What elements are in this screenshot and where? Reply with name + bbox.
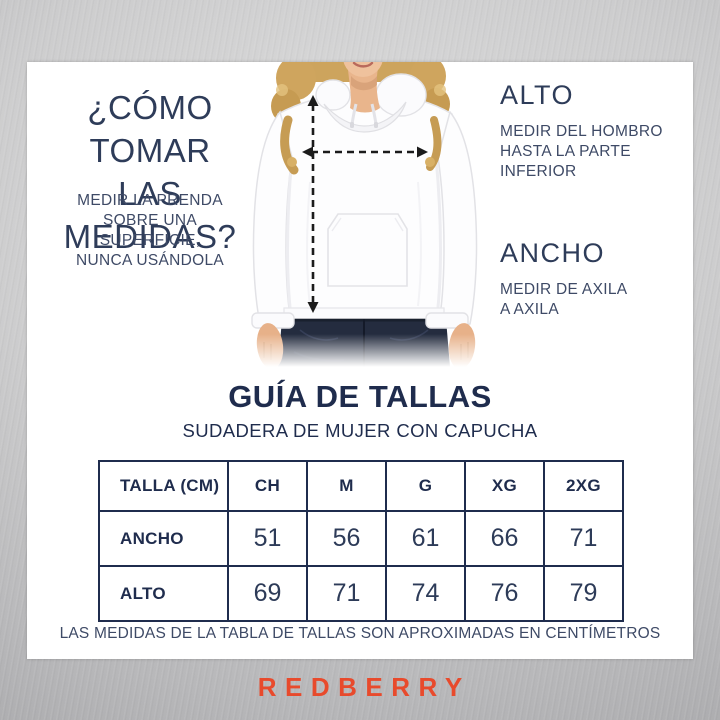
size-table-row-label: ANCHO: [98, 510, 229, 567]
measure-alto: ALTO MEDIR DEL HOMBRO HASTA LA PARTE INF…: [500, 79, 685, 182]
size-table-cell: 66: [464, 510, 545, 567]
size-table-cell: 51: [227, 510, 308, 567]
size-table-header-cell: M: [306, 460, 387, 512]
photo-fade: [240, 334, 480, 367]
size-table: TALLA (CM) CH M G XG 2XG ANCHO 51 56 61 …: [98, 460, 624, 622]
size-table-cell: 56: [306, 510, 387, 567]
model-photo: [240, 62, 480, 367]
size-table-footnote: LAS MEDIDAS DE LA TABLA DE TALLAS SON AP…: [59, 625, 661, 642]
alto-desc-line: MEDIR DEL HOMBRO: [500, 123, 663, 140]
ancho-title: ANCHO: [500, 238, 606, 268]
content-card: ¿CÓMO TOMAR LAS MEDIDAS? MEDIR LA PRENDA…: [27, 62, 693, 659]
hood-drawstrings: [350, 103, 378, 128]
how-to-note-line: NUNCA USÁNDOLA: [75, 252, 225, 269]
alto-description: MEDIR DEL HOMBRO HASTA LA PARTE INFERIOR: [500, 122, 685, 182]
size-table-header-cell: TALLA (CM): [98, 460, 229, 512]
ancho-desc-line: A AXILA: [500, 301, 559, 318]
size-table-header-cell: XG: [464, 460, 545, 512]
how-to-title-line2: LAS MEDIDAS?: [63, 175, 237, 255]
size-table-row-label: ALTO: [98, 565, 229, 622]
measure-ancho: ANCHO MEDIR DE AXILA A AXILA: [500, 237, 685, 320]
size-table-cell: 74: [385, 565, 466, 622]
kangaroo-pocket: [327, 213, 408, 287]
size-table-row-alto: ALTO 69 71 74 76 79: [98, 565, 624, 622]
size-guide-title: GUÍA DE TALLAS: [228, 379, 492, 414]
how-to-note-line: MEDIR LA PRENDA: [77, 192, 223, 209]
hood-left: [315, 79, 351, 111]
how-to-note-line: SUPERFICIE,: [99, 232, 201, 249]
size-table-header-cell: 2XG: [543, 460, 624, 512]
mouth: [352, 62, 374, 68]
size-table-cell: 69: [227, 565, 308, 622]
height-arrow: [307, 95, 319, 313]
hem-band: [283, 307, 445, 320]
how-to-note-line: SOBRE UNA: [103, 212, 197, 229]
size-guide-subtitle: SUDADERA DE MUJER CON CAPUCHA: [182, 420, 538, 441]
how-to-title-line1: ¿CÓMO TOMAR: [87, 89, 213, 169]
face: [343, 62, 383, 113]
width-arrow: [302, 146, 428, 158]
ancho-desc-line: MEDIR DE AXILA: [500, 281, 628, 298]
size-table-cell: 76: [464, 565, 545, 622]
how-to-title: ¿CÓMO TOMAR LAS MEDIDAS?: [27, 86, 273, 258]
size-table-header-cell: G: [385, 460, 466, 512]
hair-front: [280, 115, 442, 175]
size-table-cell: 61: [385, 510, 466, 567]
size-table-cell: 71: [306, 565, 387, 622]
alto-desc-line: HASTA LA PARTE: [500, 143, 631, 160]
size-table-cell: 71: [543, 510, 624, 567]
brand-logo: REDBERRY: [257, 672, 471, 702]
size-table-header-row: TALLA (CM) CH M G XG 2XG: [98, 460, 624, 512]
how-to-note: MEDIR LA PRENDA SOBRE UNA SUPERFICIE, NU…: [52, 191, 248, 271]
size-table-row-ancho: ANCHO 51 56 61 66 71: [98, 510, 624, 567]
alto-title: ALTO: [500, 80, 575, 110]
alto-desc-line: INFERIOR: [500, 163, 577, 180]
ancho-description: MEDIR DE AXILA A AXILA: [500, 280, 685, 320]
size-table-cell: 79: [543, 565, 624, 622]
size-table-header-cell: CH: [227, 460, 308, 512]
